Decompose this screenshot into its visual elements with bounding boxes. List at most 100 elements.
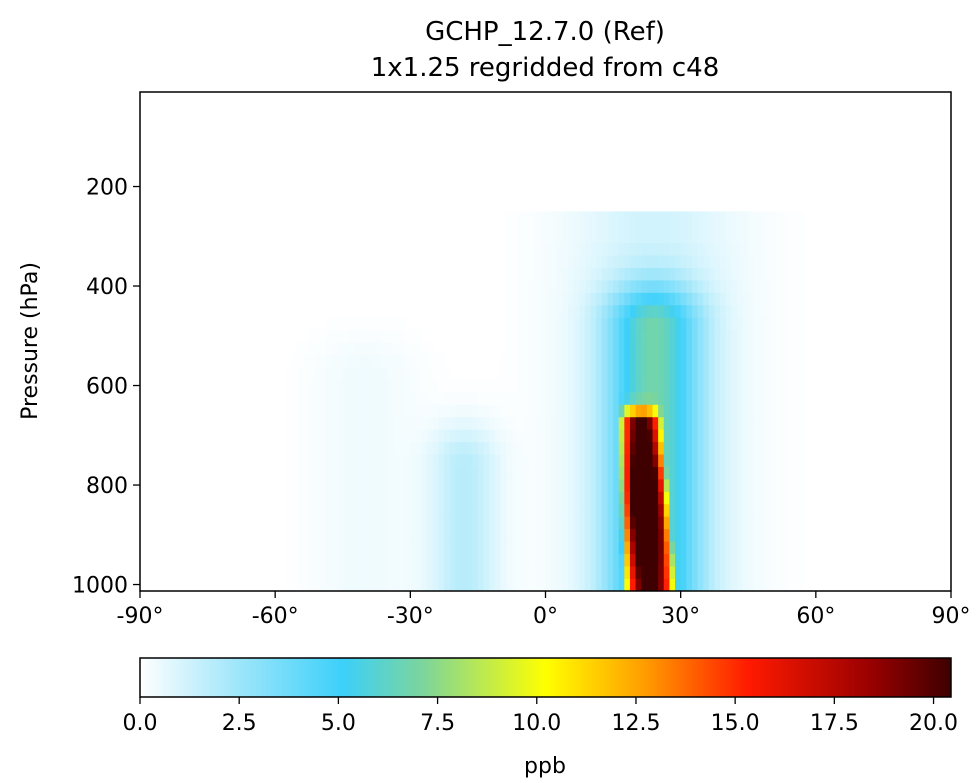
heatmap-cell — [387, 366, 395, 380]
heatmap-cell — [325, 441, 333, 455]
heatmap-cell — [601, 478, 609, 492]
heatmap-cell — [342, 416, 349, 430]
heatmap-cell — [613, 503, 620, 517]
heatmap-cell — [393, 366, 400, 380]
heatmap-cell — [517, 329, 524, 343]
heatmap-cell — [404, 354, 411, 368]
heatmap-cell — [798, 354, 806, 368]
heatmap-cell — [477, 565, 485, 579]
heatmap-cell — [421, 553, 428, 567]
heatmap-cell — [545, 503, 552, 517]
heatmap-cell — [522, 292, 530, 306]
heatmap-cell — [444, 466, 451, 480]
heatmap-cell — [787, 478, 794, 492]
heatmap-cell — [314, 404, 321, 418]
heatmap-cell — [387, 429, 395, 443]
heatmap-cell — [320, 391, 327, 405]
heatmap-cell — [370, 503, 378, 517]
heatmap-cell — [753, 354, 761, 368]
heatmap-cell — [607, 211, 614, 244]
heatmap-cell — [680, 441, 687, 455]
heatmap-cell — [691, 503, 699, 517]
heatmap-cell — [770, 354, 778, 368]
heatmap-cell — [776, 578, 783, 591]
heatmap-cell — [393, 429, 400, 443]
heatmap-cell — [708, 541, 716, 555]
heatmap-cell — [382, 553, 389, 567]
heatmap-cell — [545, 354, 552, 368]
heatmap-cell — [607, 242, 614, 256]
heatmap-cell — [506, 379, 513, 393]
heatmap-cell — [720, 528, 727, 542]
heatmap-cell — [714, 391, 721, 405]
heatmap-cell — [613, 416, 620, 430]
heatmap-cell — [629, 466, 637, 480]
heatmap-cell — [579, 242, 586, 256]
heatmap-cell — [765, 242, 772, 256]
heatmap-cell — [703, 366, 710, 380]
heatmap-cell — [691, 342, 699, 356]
heatmap-cell — [539, 429, 547, 443]
heatmap-cell — [506, 541, 513, 555]
heatmap-cell — [759, 304, 766, 318]
heatmap-cell — [787, 211, 794, 244]
heatmap-cell — [641, 565, 648, 579]
heatmap-cell — [539, 279, 547, 293]
heatmap-cell — [765, 304, 772, 318]
heatmap-cell — [534, 342, 541, 356]
heatmap-cell — [607, 516, 614, 530]
heatmap-cell — [297, 541, 304, 555]
heatmap-cell — [753, 478, 761, 492]
heatmap-cell — [686, 342, 693, 356]
heatmap-cell — [686, 466, 693, 480]
heatmap-cell — [511, 379, 518, 393]
heatmap-cell — [759, 404, 766, 418]
heatmap-cell — [708, 578, 716, 591]
heatmap-cell — [365, 416, 372, 430]
heatmap-cell — [376, 391, 383, 405]
heatmap-cell — [714, 304, 721, 318]
heatmap-cell — [545, 466, 552, 480]
heatmap-cell — [489, 391, 496, 405]
heatmap-cell — [613, 578, 620, 591]
heatmap-cell — [534, 416, 541, 430]
heatmap-cell — [399, 441, 406, 455]
heatmap-cell — [629, 541, 637, 555]
heatmap-cell — [708, 329, 716, 343]
heatmap-cell — [793, 565, 800, 579]
heatmap-cell — [427, 404, 434, 418]
heatmap-cell — [748, 429, 755, 443]
heatmap-cell — [494, 453, 502, 467]
heatmap-cell — [511, 516, 518, 530]
heatmap-cell — [731, 317, 738, 331]
heatmap-cell — [551, 553, 558, 567]
heatmap-cell — [579, 528, 586, 542]
heatmap-cell — [731, 528, 738, 542]
heatmap-cell — [421, 516, 428, 530]
heatmap-cell — [742, 491, 749, 505]
heatmap-cell — [759, 503, 766, 517]
heatmap-cell — [787, 528, 794, 542]
heatmap-cell — [444, 429, 451, 443]
heatmap-cell — [528, 211, 535, 244]
heatmap-cell — [562, 565, 569, 579]
heatmap-cell — [562, 441, 569, 455]
heatmap-cell — [686, 429, 693, 443]
heatmap-cell — [776, 516, 783, 530]
heatmap-cell — [292, 391, 299, 405]
heatmap-cell — [652, 391, 659, 405]
heatmap-cell — [663, 503, 670, 517]
heatmap-cell — [579, 279, 586, 293]
heatmap-cell — [545, 553, 552, 567]
heatmap-cell — [601, 292, 609, 306]
heatmap-cell — [573, 578, 580, 591]
heatmap-cell — [770, 304, 778, 318]
heatmap-cell — [646, 478, 654, 492]
heatmap-cell — [387, 317, 395, 331]
heatmap-cell — [736, 279, 744, 293]
heatmap-cell — [658, 342, 665, 356]
heatmap-cell — [365, 379, 372, 393]
heatmap-cell — [708, 429, 716, 443]
heatmap-cell — [753, 466, 761, 480]
heatmap-cell — [489, 478, 496, 492]
